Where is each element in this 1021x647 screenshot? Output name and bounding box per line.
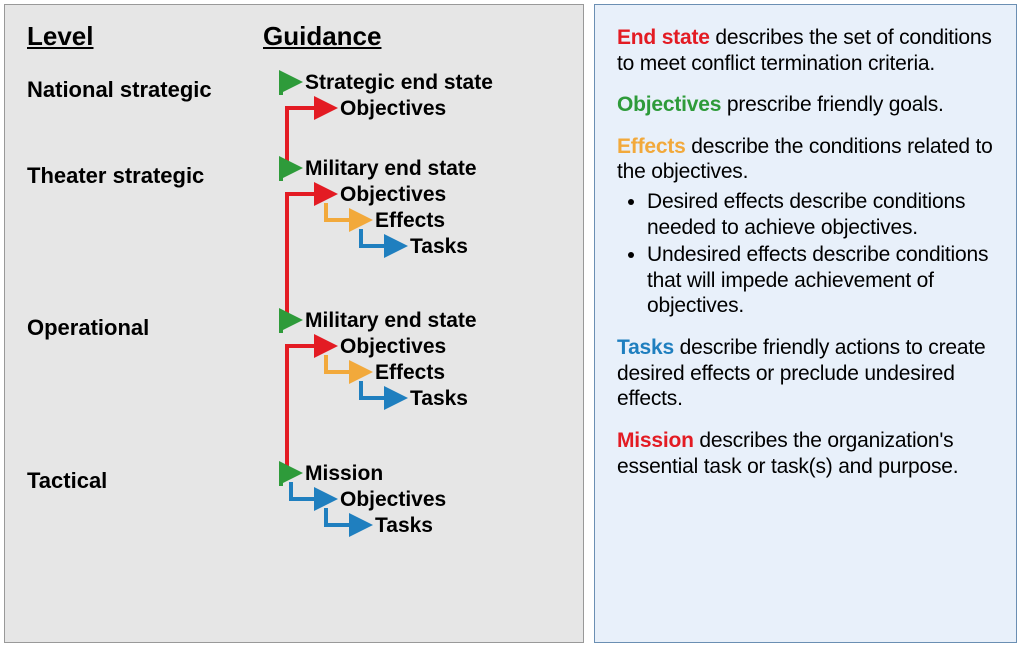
term-mission: Mission <box>617 429 694 452</box>
left-panel: Level Guidance National strategic Theate… <box>4 4 584 643</box>
level-operational: Operational <box>27 315 149 341</box>
def-mission: Mission describes the organization's ess… <box>617 428 994 479</box>
effects-bullets: Desired effects describe conditions need… <box>647 189 994 319</box>
operational-effects: Effects <box>375 361 445 385</box>
national-objectives: Objectives <box>340 97 446 121</box>
term-end-state: End state <box>617 26 710 49</box>
level-national: National strategic <box>27 77 212 103</box>
operational-end-state: Military end state <box>305 309 477 333</box>
text-objectives: prescribe friendly goals. <box>721 93 943 116</box>
header-guidance: Guidance <box>263 21 381 52</box>
national-end-state: Strategic end state <box>305 71 493 95</box>
def-objectives: Objectives prescribe friendly goals. <box>617 92 994 118</box>
term-tasks: Tasks <box>617 336 674 359</box>
tactical-tasks: Tasks <box>375 514 433 538</box>
def-tasks: Tasks describe friendly actions to creat… <box>617 335 994 412</box>
theater-objectives: Objectives <box>340 183 446 207</box>
operational-tasks: Tasks <box>410 387 468 411</box>
theater-effects: Effects <box>375 209 445 233</box>
term-effects: Effects <box>617 135 686 158</box>
def-effects: Effects describe the conditions related … <box>617 134 994 319</box>
effects-bullet-0: Desired effects describe conditions need… <box>647 189 994 240</box>
effects-bullet-1: Undesired effects describe conditions th… <box>647 242 994 319</box>
term-objectives: Objectives <box>617 93 721 116</box>
header-level: Level <box>27 21 94 52</box>
theater-tasks: Tasks <box>410 235 468 259</box>
tactical-objectives: Objectives <box>340 488 446 512</box>
level-tactical: Tactical <box>27 468 107 494</box>
def-end-state: End state describes the set of condition… <box>617 25 994 76</box>
operational-objectives: Objectives <box>340 335 446 359</box>
tactical-mission: Mission <box>305 462 383 486</box>
theater-end-state: Military end state <box>305 157 477 181</box>
right-panel: End state describes the set of condition… <box>594 4 1017 643</box>
level-theater: Theater strategic <box>27 163 204 189</box>
